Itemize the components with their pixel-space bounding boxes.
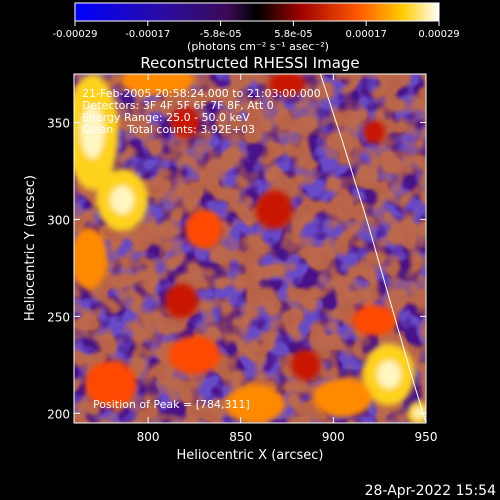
bright-source <box>255 190 293 230</box>
solar-limb-curve <box>319 74 426 423</box>
colorbar-tick-label: 0.00017 <box>346 29 387 40</box>
bright-source-core <box>377 360 401 389</box>
chart-title: Reconstructed RHESSI Image <box>140 54 359 72</box>
info-line-clean: Clean Total counts: 3.92E+03 <box>82 123 255 136</box>
bright-source-core <box>80 105 105 159</box>
info-line-energy: Energy Range: 25.0 - 50.0 keV <box>82 111 250 124</box>
timestamp: 28-Apr-2022 15:54 <box>365 483 496 499</box>
colorbar-tick-label: -0.00029 <box>53 29 98 40</box>
y-axis-label: Heliocentric Y (arcsec) <box>23 175 38 321</box>
colorbar-tick-label: 0.00029 <box>418 29 459 40</box>
x-tick-label: 900 <box>322 430 345 444</box>
colorbar-tick-label: -5.8e-05 <box>200 29 242 40</box>
colorbar <box>74 2 440 22</box>
bright-source <box>351 304 397 336</box>
bright-source <box>164 283 199 319</box>
x-tick-label: 850 <box>229 430 252 444</box>
y-tick-label: 250 <box>47 310 70 324</box>
axis-ticks: 800 850 900 950 200 250 300 350 <box>47 74 437 444</box>
bright-source <box>168 335 221 375</box>
bright-source-core <box>110 186 134 214</box>
y-tick-label: 200 <box>47 407 70 421</box>
colorbar-tick-label: -0.00017 <box>125 29 170 40</box>
info-line-detectors: Detectors: 3F 4F 5F 6F 7F 8F, Att 0 <box>82 99 274 112</box>
bright-source <box>120 74 195 96</box>
colorbar-tick-label: 5.8e-05 <box>274 29 312 40</box>
bright-source <box>170 106 200 138</box>
bright-source <box>312 378 373 418</box>
colorbar-unit-label: (photons cm⁻² s⁻¹ asec⁻²) <box>187 40 329 53</box>
plot-frame <box>73 73 427 424</box>
bright-source <box>363 120 386 144</box>
bright-source <box>85 360 137 408</box>
bright-source <box>225 384 286 423</box>
bright-source <box>268 74 306 96</box>
x-tick-label: 950 <box>415 430 438 444</box>
heatmap-image <box>74 74 426 423</box>
bright-source-core <box>413 408 424 419</box>
bright-source <box>74 227 108 290</box>
x-axis-label: Heliocentric X (arcsec) <box>177 448 324 463</box>
info-line-time: 21-Feb-2005 20:58:24.000 to 21:03:00.000 <box>82 87 321 100</box>
colorbar-ticks: -0.00029 -0.00017 -5.8e-05 5.8e-05 0.00017 0.… <box>53 21 460 40</box>
y-tick-label: 350 <box>47 116 70 130</box>
y-tick-label: 300 <box>47 213 70 227</box>
bright-source <box>290 349 321 381</box>
peak-position-label: Position of Peak = [784,311] <box>93 398 250 411</box>
bright-source <box>185 209 223 249</box>
x-tick-label: 800 <box>137 430 160 444</box>
